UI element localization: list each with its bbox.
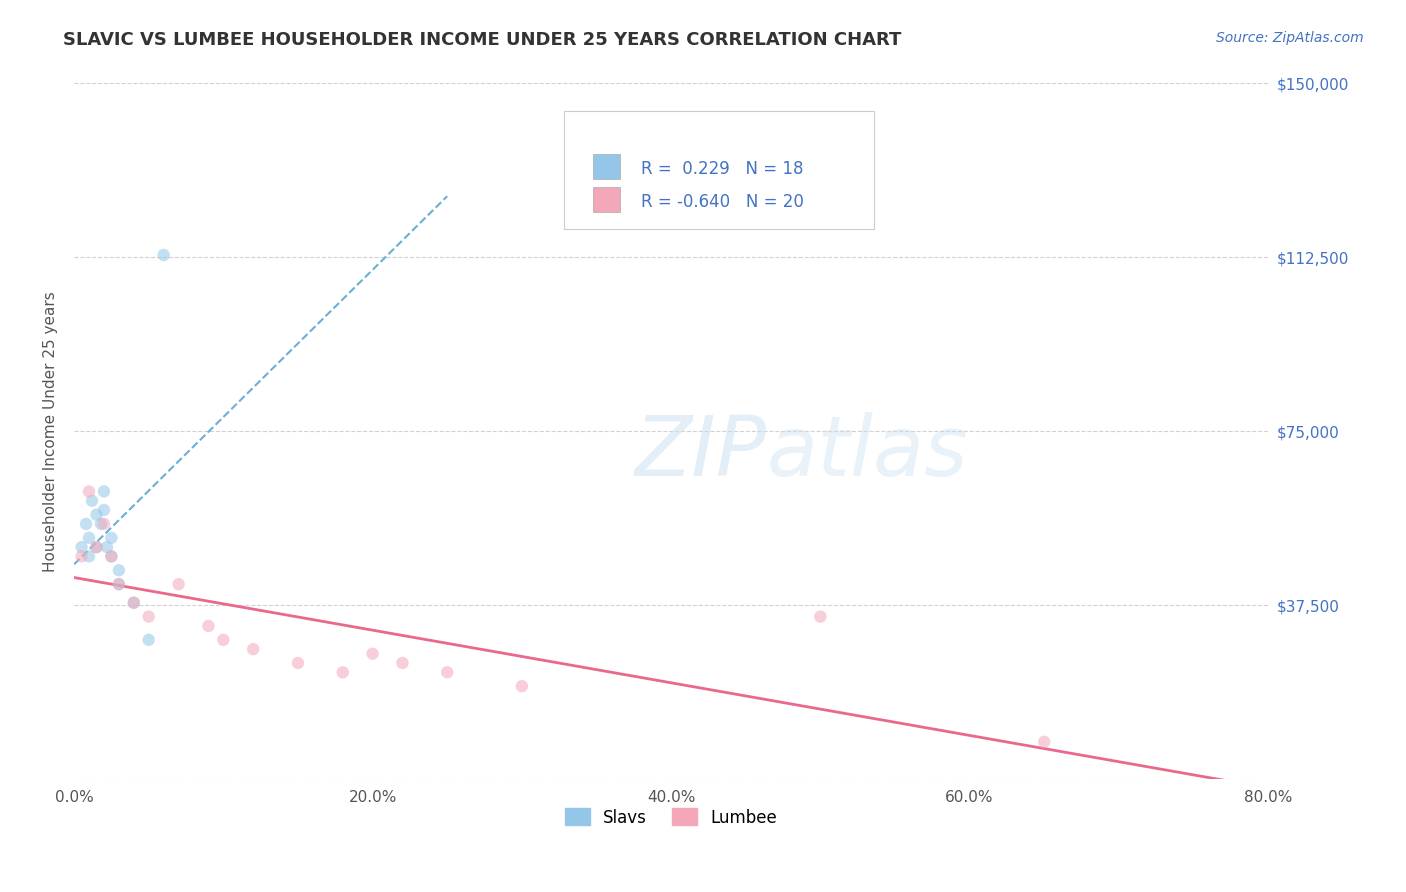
Point — [108, 577, 131, 591]
Point — [287, 656, 309, 670]
Point — [96, 540, 118, 554]
Point — [138, 609, 160, 624]
Point — [70, 549, 93, 564]
Legend: Slavs, Lumbee: Slavs, Lumbee — [558, 802, 785, 833]
Point — [391, 656, 413, 670]
FancyBboxPatch shape — [593, 153, 620, 178]
Point — [108, 563, 131, 577]
Y-axis label: Householder Income Under 25 years: Householder Income Under 25 years — [44, 291, 58, 572]
Point — [332, 665, 354, 680]
Point — [167, 577, 190, 591]
Point — [77, 531, 100, 545]
Point — [1033, 735, 1056, 749]
Text: R =  0.229   N = 18: R = 0.229 N = 18 — [641, 160, 804, 178]
FancyBboxPatch shape — [593, 187, 620, 212]
Point — [122, 596, 145, 610]
Point — [100, 531, 122, 545]
Text: ZIP: ZIP — [634, 411, 766, 492]
Point — [100, 549, 122, 564]
Point — [70, 540, 93, 554]
Point — [80, 493, 103, 508]
Text: Source: ZipAtlas.com: Source: ZipAtlas.com — [1216, 31, 1364, 45]
Text: atlas: atlas — [766, 411, 969, 492]
FancyBboxPatch shape — [564, 112, 875, 229]
Point — [122, 596, 145, 610]
Point — [86, 508, 108, 522]
Point — [77, 549, 100, 564]
Point — [86, 540, 108, 554]
Point — [138, 632, 160, 647]
Point — [436, 665, 458, 680]
Point — [100, 549, 122, 564]
Point — [93, 484, 115, 499]
Point — [93, 516, 115, 531]
Point — [90, 516, 112, 531]
Point — [808, 609, 831, 624]
Point — [242, 642, 264, 657]
Point — [510, 679, 533, 693]
Point — [152, 248, 174, 262]
Text: SLAVIC VS LUMBEE HOUSEHOLDER INCOME UNDER 25 YEARS CORRELATION CHART: SLAVIC VS LUMBEE HOUSEHOLDER INCOME UNDE… — [63, 31, 901, 49]
Point — [86, 540, 108, 554]
Point — [108, 577, 131, 591]
Point — [93, 503, 115, 517]
Point — [197, 619, 219, 633]
Text: R = -0.640   N = 20: R = -0.640 N = 20 — [641, 193, 804, 211]
Point — [212, 632, 235, 647]
Point — [361, 647, 384, 661]
Point — [75, 516, 97, 531]
Point — [77, 484, 100, 499]
